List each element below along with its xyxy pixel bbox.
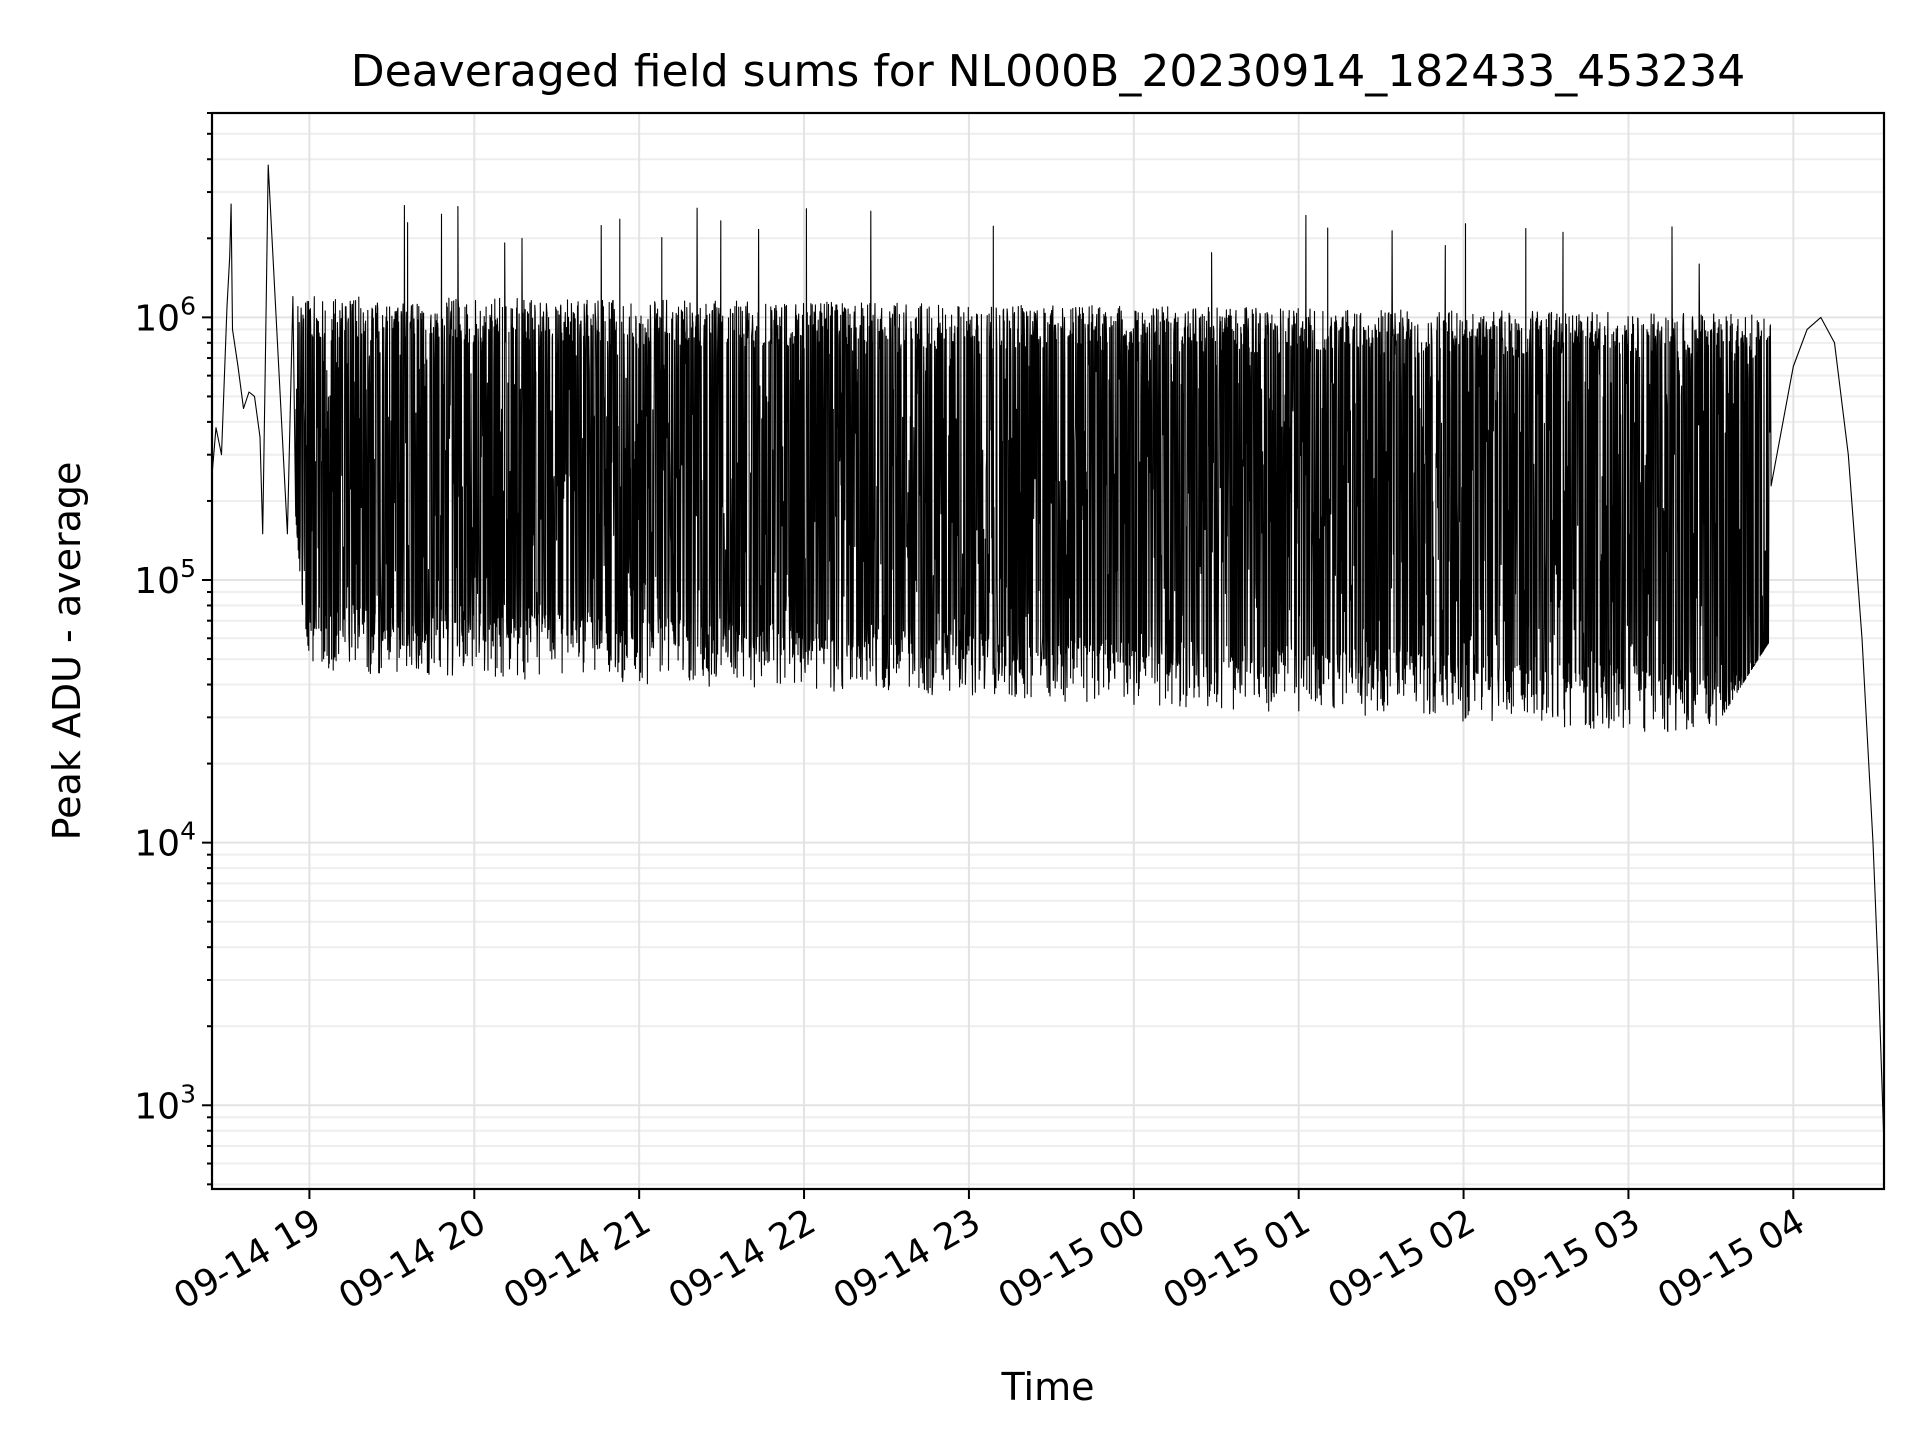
x-tick-label: 09-15 04 [1651,1201,1812,1317]
x-tick-label: 09-15 00 [992,1201,1153,1317]
series-line [211,164,1885,1147]
x-tick-label: 09-14 19 [167,1201,328,1317]
chart-title: Deaveraged field sums for NL000B_2023091… [351,46,1745,97]
y-tick-label: 105 [134,554,196,602]
plot-frame [210,111,1886,1191]
x-tick-label: 09-15 01 [1157,1201,1318,1317]
x-tick-label: 09-14 23 [827,1201,988,1317]
x-tick-label: 09-14 22 [662,1201,823,1317]
y-tick-label: 104 [134,817,196,865]
x-tick-label: 09-14 20 [332,1201,493,1317]
x-tick-label: 09-15 02 [1321,1201,1482,1317]
x-tick-label: 09-15 03 [1486,1201,1647,1317]
y-tick-label: 106 [134,291,196,339]
x-tick-label: 09-14 21 [497,1201,658,1317]
x-axis-label: Time [1001,1365,1095,1409]
y-axis-label: Peak ADU - average [45,462,89,841]
y-tick-label: 103 [134,1079,196,1127]
